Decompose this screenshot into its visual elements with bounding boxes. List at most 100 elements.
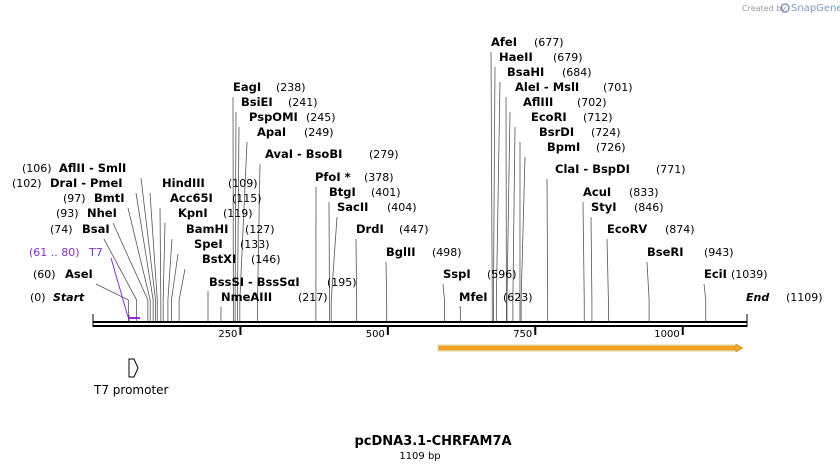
- enzyme-label[interactable]: AleI - MslI: [515, 80, 579, 94]
- enzyme-label[interactable]: BseRI: [647, 245, 684, 259]
- enzyme-position: (404): [387, 201, 417, 214]
- enzyme-position: (279): [369, 148, 399, 161]
- enzyme-position: (93): [56, 207, 79, 220]
- primer-leader: [110, 257, 129, 318]
- primer-name[interactable]: T7: [88, 246, 103, 259]
- cut-site-line: [330, 216, 338, 321]
- enzyme-label[interactable]: MfeI: [459, 290, 488, 304]
- cut-site-line: [546, 178, 549, 321]
- enzyme-label[interactable]: EcoRI: [531, 110, 567, 124]
- enzyme-position: (943): [704, 246, 734, 259]
- enzyme-label[interactable]: StyI: [591, 200, 617, 214]
- enzyme-label[interactable]: BsaI: [82, 222, 110, 236]
- enzyme-position: (119): [223, 207, 253, 220]
- enzyme-position: (596): [487, 268, 517, 281]
- enzyme-position: (401): [371, 186, 401, 199]
- end-label: End: [746, 291, 769, 304]
- enzyme-position: (195): [327, 276, 357, 289]
- enzyme-label[interactable]: AvaI - BsoBI: [265, 147, 342, 161]
- enzyme-position: (684): [562, 66, 592, 79]
- enzyme-position: (238): [276, 81, 306, 94]
- enzyme-position: (724): [591, 126, 621, 139]
- enzyme-label[interactable]: BsaHI: [507, 65, 544, 79]
- enzyme-label[interactable]: HindIII: [162, 176, 205, 190]
- enzyme-label[interactable]: ApaI: [257, 125, 286, 139]
- enzyme-label[interactable]: BmtI: [94, 191, 125, 205]
- cut-site-line: [239, 141, 248, 321]
- cut-site-line: [257, 163, 261, 321]
- enzyme-label[interactable]: BpmI: [547, 140, 580, 154]
- orf-feature[interactable]: [437, 343, 744, 353]
- cut-site-line: [703, 283, 707, 321]
- enzyme-position: (241): [288, 96, 318, 109]
- enzyme-label[interactable]: SpeI: [194, 237, 223, 251]
- cut-site-line: [512, 126, 516, 321]
- enzyme-label[interactable]: AflII - SmlI: [59, 161, 126, 175]
- enzyme-label[interactable]: ClaI - BspDI: [555, 162, 630, 176]
- enzyme-label[interactable]: BamHI: [186, 222, 228, 236]
- enzyme-label[interactable]: EagI: [233, 80, 261, 94]
- enzyme-label[interactable]: EcoRV: [607, 222, 647, 236]
- enzyme-position: (498): [432, 246, 462, 259]
- enzyme-position: (677): [534, 36, 564, 49]
- snapgene-logo-icon: [780, 3, 790, 13]
- enzyme-label[interactable]: NmeAIII: [221, 290, 272, 304]
- cut-site-line: [167, 238, 173, 321]
- cut-site-labels: AseI (60) BsaI (74) NheI (93) BmtI (97) DraI - P…: [12, 35, 768, 304]
- enzyme-label[interactable]: SspI: [443, 267, 471, 281]
- enzyme-label[interactable]: BtgI: [329, 185, 356, 199]
- enzyme-label[interactable]: AcuI: [583, 185, 611, 199]
- cut-site-line: [112, 222, 149, 321]
- enzyme-label[interactable]: AseI: [65, 267, 93, 281]
- enzyme-position: (217): [298, 291, 328, 304]
- enzyme-position: (623): [503, 291, 533, 304]
- ruler-tick-label: 500: [366, 329, 385, 340]
- cut-site-line: [237, 126, 240, 321]
- cut-site-line: [355, 238, 358, 321]
- enzyme-label[interactable]: EciI: [704, 267, 727, 281]
- enzyme-label[interactable]: BglII: [386, 245, 416, 259]
- plasmid-name: pcDNA3.1-CHRFAM7A: [354, 434, 511, 449]
- cut-site-line: [520, 156, 526, 321]
- cut-site-line: [442, 283, 445, 321]
- enzyme-label[interactable]: BsrDI: [539, 125, 574, 139]
- enzyme-label[interactable]: AflIII: [523, 95, 553, 109]
- enzyme-position: (378): [364, 171, 394, 184]
- enzyme-label[interactable]: SacII: [337, 200, 368, 214]
- end-position: (1109): [786, 291, 823, 304]
- cut-site-line: [606, 238, 609, 321]
- cut-site-line: [495, 81, 501, 321]
- ruler-tick-label: 750: [513, 329, 532, 340]
- credit-text: Created by: [742, 4, 786, 13]
- enzyme-label[interactable]: PfoI *: [315, 170, 351, 184]
- enzyme-label[interactable]: BssSI - BssSαI: [209, 275, 300, 289]
- enzyme-label[interactable]: DraI - PmeI: [50, 176, 123, 190]
- enzyme-label[interactable]: NheI: [87, 206, 117, 220]
- enzyme-label[interactable]: DrdI: [356, 222, 384, 236]
- cut-site-line: [506, 111, 511, 321]
- enzyme-label[interactable]: KpnI: [178, 206, 208, 220]
- enzyme-label[interactable]: AfeI: [491, 35, 517, 49]
- enzyme-label[interactable]: PspOMI: [249, 110, 298, 124]
- enzyme-position: (874): [665, 223, 695, 236]
- enzyme-position: (102): [12, 177, 42, 190]
- enzyme-label[interactable]: HaeII: [499, 50, 533, 64]
- cut-site-lines: [95, 51, 707, 321]
- enzyme-position: (771): [656, 163, 686, 176]
- enzyme-label[interactable]: Acc65I: [170, 191, 213, 205]
- enzyme-position: (679): [553, 51, 583, 64]
- cut-site-line: [459, 306, 461, 321]
- cut-site-line: [171, 253, 179, 321]
- enzyme-label[interactable]: BsiEI: [241, 95, 273, 109]
- enzyme-position: (74): [50, 223, 73, 236]
- t7-promoter-arrow[interactable]: [128, 358, 139, 378]
- ruler: 250 500 750 1000: [218, 327, 684, 340]
- enzyme-position: (146): [251, 253, 281, 266]
- enzyme-position: (60): [33, 268, 56, 281]
- enzyme-label[interactable]: BstXI: [202, 252, 236, 266]
- start-position: (0): [30, 291, 46, 304]
- cut-site-line: [103, 238, 138, 321]
- cut-site-line: [234, 111, 237, 321]
- orf-arrow[interactable]: [438, 343, 744, 353]
